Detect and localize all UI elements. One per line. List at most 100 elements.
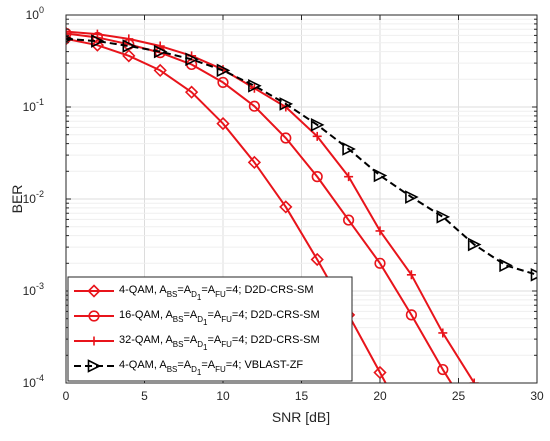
legend-text-part: FU <box>215 290 226 299</box>
data-point <box>499 258 513 273</box>
data-point <box>437 363 449 376</box>
data-point <box>124 34 134 44</box>
data-point <box>247 155 262 170</box>
legend-text-part: BS <box>167 365 178 374</box>
legend-text-part: =A <box>201 284 215 296</box>
legend-entry: 32-QAM, ABS=AD1=AFU=4; D2D-CRS-SM <box>74 334 320 352</box>
legend-entry: 16-QAM, ABS=AD1=AFU=4; D2D-CRS-SM <box>74 309 320 327</box>
series-layer <box>66 27 537 383</box>
legend-label: 4-QAM, ABS=AD1=AFU=4; D2D-CRS-SM <box>119 284 314 302</box>
legend-entry: 4-QAM, ABS=AD1=AFU=4; VBLAST-ZF <box>74 359 303 377</box>
data-point <box>216 63 231 78</box>
legend-text-part: D <box>197 340 203 349</box>
legend-box <box>67 276 353 382</box>
legend-text-part: 1 <box>197 293 202 302</box>
legend-text-part: D <box>197 315 203 324</box>
y-tick-exponent: 0 <box>39 5 44 15</box>
legend-text-part: =4; D2D-CRS-SM <box>226 284 314 296</box>
data-point <box>312 131 322 141</box>
data-point <box>405 190 419 204</box>
legend-text-part: =A <box>177 284 191 296</box>
data-point <box>153 63 167 78</box>
x-tick-label: 10 <box>216 389 230 403</box>
data-point <box>217 76 229 89</box>
data-point <box>122 49 136 63</box>
x-tick-label: 5 <box>141 389 148 403</box>
x-tick-label: 20 <box>373 389 387 403</box>
data-point <box>248 100 260 112</box>
data-point <box>311 171 323 183</box>
legend-text-part: =4; VBLAST-ZF <box>226 359 304 371</box>
data-point <box>92 29 102 39</box>
y-tick-base: 10 <box>23 284 37 298</box>
data-point <box>405 309 418 321</box>
data-point <box>406 270 416 280</box>
data-point <box>436 210 451 224</box>
y-tick-base: 10 <box>23 192 37 206</box>
legend-marker <box>87 284 101 298</box>
data-point <box>375 226 385 236</box>
x-axis-title: SNR [dB] <box>272 409 330 425</box>
data-point <box>342 142 356 156</box>
data-point <box>374 257 386 269</box>
y-tick-base: 10 <box>23 376 37 390</box>
data-point <box>310 252 324 267</box>
legend-text-part: =4; D2D-CRS-SM <box>232 334 320 346</box>
data-point <box>279 200 293 214</box>
legend-text-part: =A <box>201 359 215 371</box>
data-point <box>216 116 230 131</box>
data-point <box>530 268 537 282</box>
legend-text-part: FU <box>221 315 232 324</box>
data-point <box>467 237 482 252</box>
series-line <box>66 37 537 276</box>
data-point <box>280 132 292 144</box>
legend-marker <box>89 336 99 346</box>
legend-text-part: 4-QAM, A <box>119 359 167 371</box>
y-tick-exponent: -2 <box>36 189 44 199</box>
legend-text-part: FU <box>215 365 226 374</box>
legend-text-part: BS <box>173 315 184 324</box>
x-tick-label: 30 <box>530 389 544 403</box>
y-tick-label: 10-4 <box>23 373 44 390</box>
legend-text-part: BS <box>173 340 184 349</box>
y-tick-exponent: -4 <box>36 373 44 383</box>
legend-text-part: 4-QAM, A <box>119 284 167 296</box>
x-tick-label: 15 <box>295 389 309 403</box>
series-line <box>66 37 387 383</box>
data-point <box>310 118 325 132</box>
data-point <box>469 378 479 383</box>
legend-text-part: =A <box>207 309 221 321</box>
y-tick-label: 100 <box>26 5 44 22</box>
legend-text-part: =A <box>183 309 197 321</box>
data-point <box>279 97 294 111</box>
data-point <box>122 39 137 53</box>
data-point <box>438 328 448 338</box>
data-point <box>343 214 355 226</box>
data-point <box>153 44 168 59</box>
data-point <box>185 52 199 67</box>
y-tick-label: 10-1 <box>23 97 44 114</box>
legend-entry: 4-QAM, ABS=AD1=AFU=4; D2D-CRS-SM <box>74 284 314 302</box>
legend-text-part: =A <box>177 359 191 371</box>
legend-text-part: =A <box>207 334 221 346</box>
legend-text-part: 16-QAM, A <box>119 309 173 321</box>
legend-text-part: 32-QAM, A <box>119 334 173 346</box>
legend-text-part: =4; D2D-CRS-SM <box>232 309 320 321</box>
legend-text-part: D <box>191 290 197 299</box>
x-tick-label: 25 <box>452 389 466 403</box>
data-point <box>248 79 262 93</box>
x-tick-labels: 0 5 10 15 20 25 30 <box>63 389 544 403</box>
series-4 <box>66 34 537 282</box>
legend-text-part: 1 <box>203 343 208 352</box>
legend-text-part: FU <box>221 340 232 349</box>
y-axis-title: BER <box>9 185 25 214</box>
x-tick-label: 0 <box>63 389 70 403</box>
data-point <box>90 38 105 52</box>
y-tick-exponent: -3 <box>36 281 44 291</box>
legend-text-part: =A <box>183 334 197 346</box>
legend-text-part: BS <box>167 290 178 299</box>
legend: 4-QAM, ABS=AD1=AFU=4; D2D-CRS-SM16-QAM, … <box>67 276 353 382</box>
y-tick-base: 10 <box>23 100 37 114</box>
